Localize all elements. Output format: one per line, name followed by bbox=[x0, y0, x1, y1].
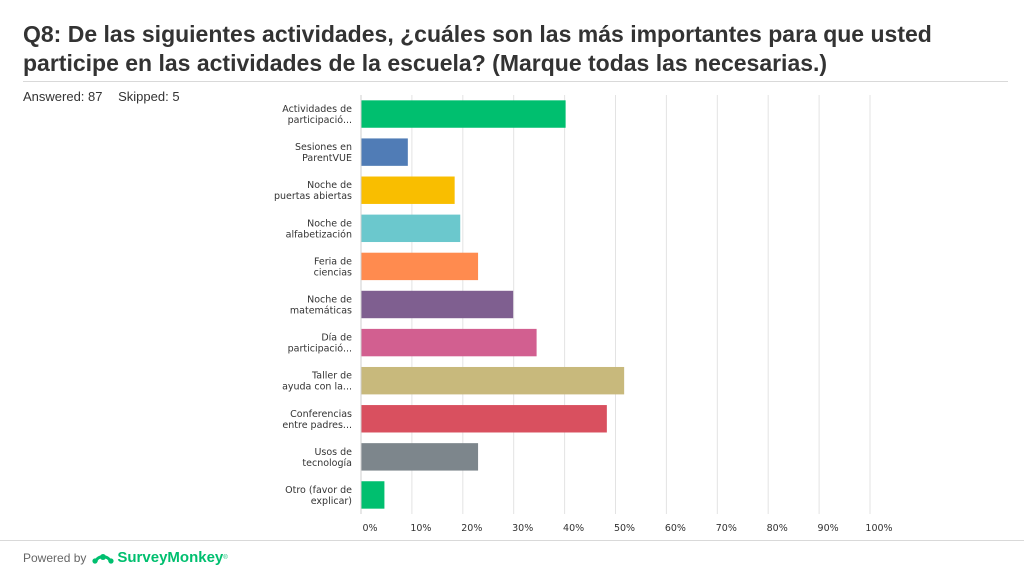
surveymonkey-icon bbox=[92, 553, 114, 564]
header-divider bbox=[23, 81, 1008, 82]
category-label: matemáticas bbox=[290, 306, 352, 317]
footer-divider bbox=[0, 540, 1024, 541]
bar bbox=[361, 443, 479, 471]
bar bbox=[361, 138, 408, 166]
category-label: ciencias bbox=[314, 267, 352, 278]
brand-trademark: ® bbox=[223, 554, 228, 561]
response-stats: Answered: 87 Skipped: 5 bbox=[23, 89, 192, 104]
question-title: Q8: De las siguientes actividades, ¿cuál… bbox=[23, 21, 932, 76]
bar bbox=[361, 176, 455, 204]
powered-by-label: Powered by bbox=[23, 550, 87, 565]
bar bbox=[361, 214, 461, 243]
bar bbox=[361, 100, 566, 128]
bar bbox=[361, 290, 514, 319]
bar bbox=[361, 481, 385, 509]
category-label: alfabetización bbox=[286, 229, 352, 240]
x-tick-label: 60% bbox=[665, 523, 686, 534]
category-label: Día de bbox=[321, 333, 352, 344]
bar-chart: 0% 10% 20% 30% 40% 50% 60% 70% 80% 90% 100% Activid… bbox=[274, 95, 893, 534]
bar bbox=[361, 328, 537, 357]
x-tick-label: 30% bbox=[512, 523, 533, 534]
category-label: Feria de bbox=[314, 256, 352, 267]
category-label: ayuda con la... bbox=[282, 382, 352, 393]
x-tick-label: 70% bbox=[716, 523, 737, 534]
x-tick-label: 80% bbox=[767, 523, 788, 534]
category-label: participació... bbox=[288, 115, 352, 126]
x-tick-label: 50% bbox=[614, 523, 635, 534]
footer: Powered by SurveyMonkey ® bbox=[23, 549, 228, 566]
category-label: ParentVUE bbox=[302, 153, 352, 164]
x-tick-label: 40% bbox=[563, 523, 584, 534]
category-label: Noche de bbox=[307, 295, 352, 306]
x-tick-label: 10% bbox=[410, 523, 431, 534]
bar bbox=[361, 366, 625, 395]
x-tick-label: 0% bbox=[362, 523, 377, 534]
category-label: puertas abiertas bbox=[274, 191, 352, 202]
category-label: entre padres... bbox=[282, 420, 352, 431]
x-tick-label: 100% bbox=[865, 523, 892, 534]
category-label: tecnología bbox=[302, 458, 352, 469]
category-label: Sesiones en bbox=[295, 142, 352, 153]
category-label: Actividades de bbox=[282, 104, 352, 115]
bar bbox=[361, 252, 479, 281]
skipped-count: Skipped: 5 bbox=[118, 89, 180, 104]
category-label: Usos de bbox=[314, 447, 352, 458]
category-label: Otro (favor de bbox=[285, 485, 352, 496]
brand-name: SurveyMonkey bbox=[117, 549, 224, 566]
x-tick-label: 90% bbox=[818, 523, 839, 534]
x-tick-label: 20% bbox=[461, 523, 482, 534]
category-label: Conferencias bbox=[290, 409, 352, 420]
category-label: Noche de bbox=[307, 180, 352, 191]
category-label: participació... bbox=[288, 344, 352, 355]
answered-count: Answered: 87 bbox=[23, 89, 103, 104]
category-label: Taller de bbox=[311, 371, 352, 382]
category-label: explicar) bbox=[311, 496, 352, 507]
category-label: Noche de bbox=[307, 218, 352, 229]
surveymonkey-logo: SurveyMonkey ® bbox=[92, 549, 228, 566]
bar bbox=[361, 405, 607, 433]
